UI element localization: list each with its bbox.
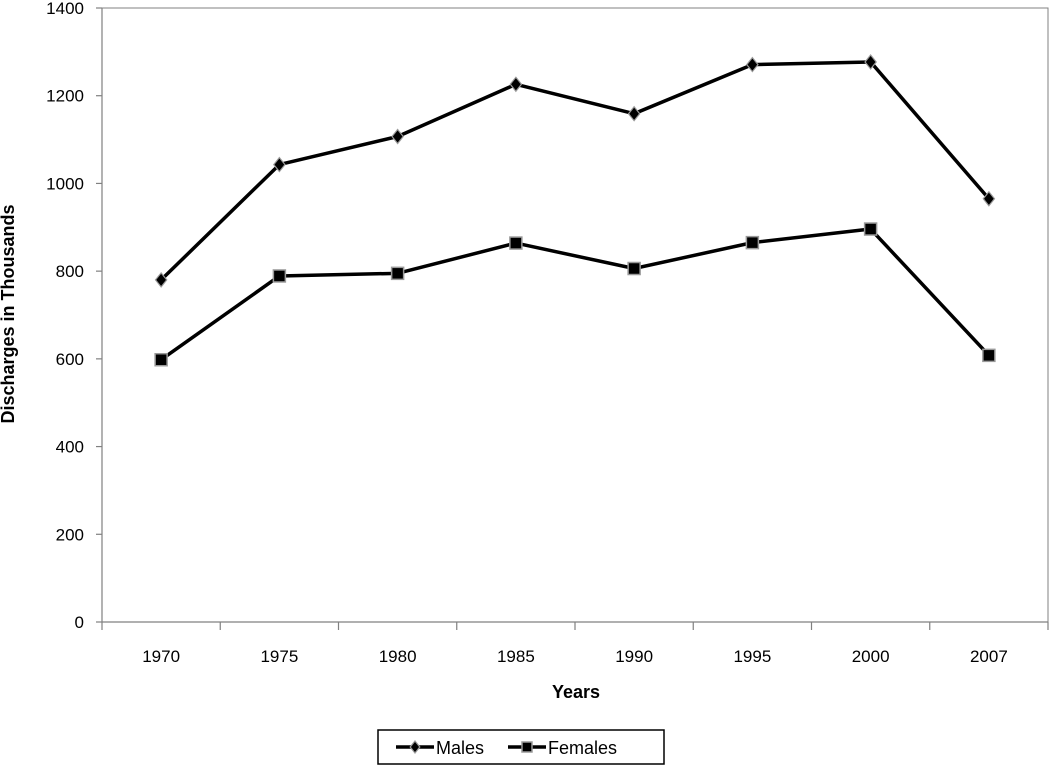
data-point-males xyxy=(982,190,996,207)
y-tick-label: 600 xyxy=(56,350,84,369)
y-axis: 0 200 400 600 800 1000 1200 1400 xyxy=(46,0,103,632)
x-tick-label: 1980 xyxy=(379,647,417,666)
data-point-males xyxy=(864,53,877,70)
series-line-females xyxy=(160,227,991,362)
data-point-males xyxy=(746,56,759,73)
x-axis-title: Years xyxy=(552,682,600,702)
legend: Males Females xyxy=(377,729,665,765)
x-tick-label: 1995 xyxy=(733,647,771,666)
legend-label-males: Males xyxy=(436,738,484,758)
y-axis-title: Discharges in Thousands xyxy=(0,204,18,423)
y-tick-label: 1200 xyxy=(46,87,84,106)
data-point-females xyxy=(982,348,996,363)
data-point-males xyxy=(391,128,404,145)
data-point-males xyxy=(627,105,641,122)
y-tick-label: 1400 xyxy=(46,0,84,18)
x-tick-label: 1970 xyxy=(142,647,180,666)
data-point-females xyxy=(509,236,523,250)
legend-marker-females xyxy=(521,741,533,753)
data-point-females xyxy=(390,266,405,281)
y-tick-label: 400 xyxy=(56,438,84,457)
x-tick-label: 2000 xyxy=(852,647,890,666)
y-tick-label: 0 xyxy=(75,613,84,632)
data-point-males xyxy=(154,271,168,288)
legend-marker-males xyxy=(409,740,421,754)
data-point-males xyxy=(273,156,286,173)
series-females xyxy=(154,222,996,367)
data-point-females xyxy=(272,269,287,283)
series-line-males xyxy=(159,60,991,282)
x-axis: 1970 1975 1980 1985 1990 1995 2000 2007 xyxy=(101,621,1049,666)
y-tick-label: 800 xyxy=(56,262,84,281)
series-layer xyxy=(154,53,996,367)
series-males xyxy=(154,53,996,288)
data-point-males xyxy=(509,76,523,93)
data-point-females xyxy=(745,235,760,250)
data-point-females xyxy=(154,352,168,367)
y-tick-label: 200 xyxy=(56,525,84,544)
x-tick-label: 1990 xyxy=(615,647,653,666)
data-point-females xyxy=(627,261,641,276)
x-tick-label: 2007 xyxy=(970,647,1008,666)
x-tick-label: 1985 xyxy=(497,647,535,666)
y-tick-label: 1000 xyxy=(46,174,84,193)
data-point-females xyxy=(863,222,878,236)
x-tick-label: 1975 xyxy=(260,647,298,666)
legend-label-females: Females xyxy=(548,738,617,758)
